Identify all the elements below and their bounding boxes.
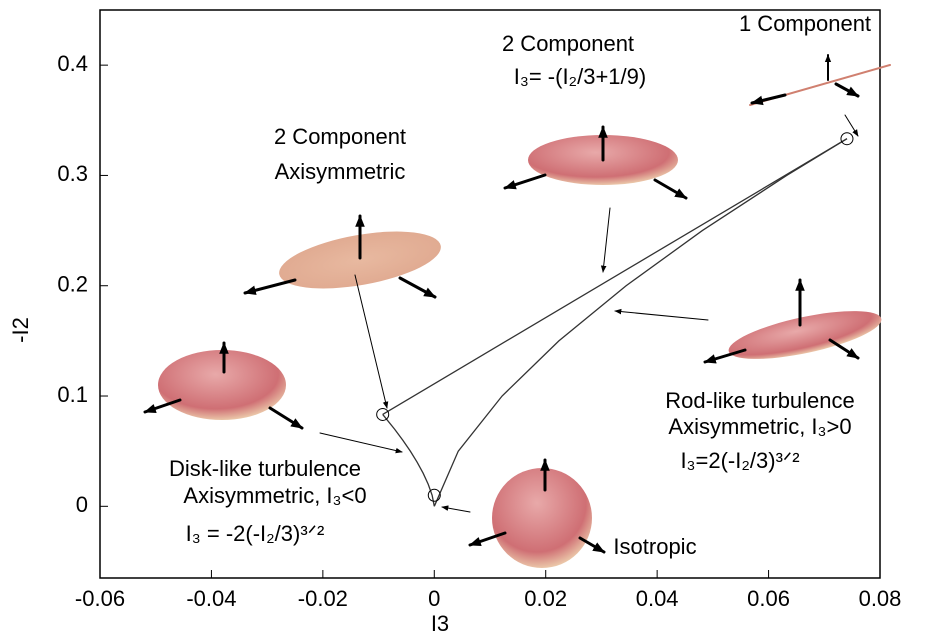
- annotation: Disk-like turbulence: [169, 456, 361, 481]
- boundary-line: [383, 414, 435, 506]
- x-tick-label: -0.06: [75, 586, 125, 611]
- x-tick-label: 0.02: [524, 586, 567, 611]
- x-tick-label: 0.04: [636, 586, 679, 611]
- x-tick-label: -0.04: [186, 586, 236, 611]
- x-tick-label: -0.02: [298, 586, 348, 611]
- y-axis-label: -I2: [8, 317, 33, 343]
- y-tick-label: 0: [76, 492, 88, 517]
- y-tick-label: 0.4: [57, 51, 88, 76]
- y-tick-label: 0.2: [57, 272, 88, 297]
- x-axis-label: I3: [431, 611, 449, 636]
- x-tick-label: 0.08: [859, 586, 902, 611]
- annotation: I₃= -(I₂/3+1/9): [514, 64, 646, 89]
- annotation: 1 Component: [739, 11, 871, 36]
- annotation: Rod-like turbulence: [665, 388, 855, 413]
- x-tick-label: 0.06: [747, 586, 790, 611]
- annotation: 2 Component: [502, 31, 634, 56]
- y-tick-label: 0.3: [57, 161, 88, 186]
- annotation: I₃ = -2(-I₂/3)³ᐟ²: [186, 521, 325, 546]
- annotation: Isotropic: [613, 534, 696, 559]
- annotation: Axisymmetric, I₃<0: [183, 483, 366, 508]
- annotation: Axisymmetric, I₃>0: [668, 414, 851, 439]
- y-tick-label: 0.1: [57, 382, 88, 407]
- annotation: I₃=2(-I₂/3)³ᐟ²: [680, 448, 799, 473]
- annotation: 2 Component: [274, 124, 406, 149]
- chart: I3 -I2 -0.06 -0.04 -0.02 0 0.02 0.04 0.06 0.08 0…: [0, 0, 930, 638]
- x-tick-label: 0: [428, 586, 440, 611]
- annotation: Axisymmetric: [275, 159, 406, 184]
